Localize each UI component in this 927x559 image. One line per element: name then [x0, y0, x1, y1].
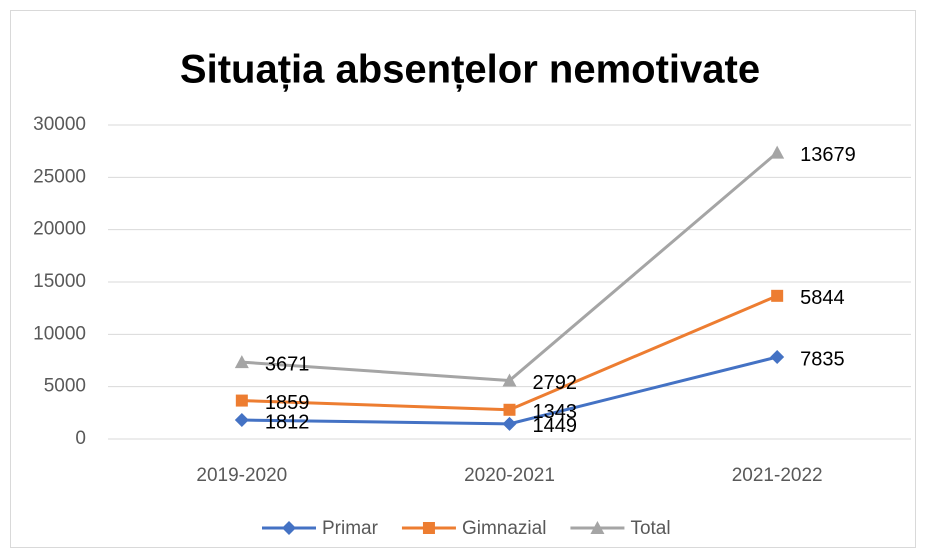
marker — [234, 355, 249, 369]
y-tick-label: 10000 — [33, 323, 86, 344]
marker — [590, 521, 605, 534]
marker — [503, 403, 516, 416]
x-tick-label: 2019-2020 — [196, 465, 287, 486]
x-tick-label: 2020-2021 — [464, 465, 555, 486]
data-label: 13679 — [800, 144, 856, 166]
data-label: 1343 — [533, 401, 578, 423]
y-tick-label: 20000 — [33, 219, 86, 240]
legend-label: Primar — [322, 518, 379, 539]
y-tick-label: 15000 — [33, 271, 86, 292]
marker — [770, 349, 785, 364]
y-tick-label: 30000 — [33, 114, 86, 135]
legend-label: Total — [630, 518, 670, 539]
y-tick-label: 5000 — [44, 376, 86, 397]
marker — [422, 522, 435, 534]
data-label: 1859 — [265, 392, 310, 414]
marker — [502, 373, 517, 387]
chart-border — [10, 10, 916, 548]
marker — [770, 145, 785, 159]
data-label: 1449 — [533, 415, 578, 437]
data-label: 1812 — [265, 411, 310, 433]
y-tick-label: 0 — [75, 428, 86, 449]
data-label: 7835 — [800, 348, 845, 370]
data-label: 2792 — [533, 372, 578, 394]
marker — [771, 289, 784, 302]
marker — [502, 416, 517, 431]
chart-title: Situația absențelor nemotivate — [180, 48, 760, 92]
legend-label: Gimnazial — [462, 518, 546, 539]
data-label: 3671 — [265, 353, 310, 375]
x-tick-label: 2021-2022 — [732, 465, 823, 486]
marker — [282, 521, 296, 535]
marker — [235, 394, 248, 407]
marker — [234, 413, 249, 428]
data-label: 5844 — [800, 287, 845, 309]
y-tick-label: 25000 — [33, 166, 86, 187]
